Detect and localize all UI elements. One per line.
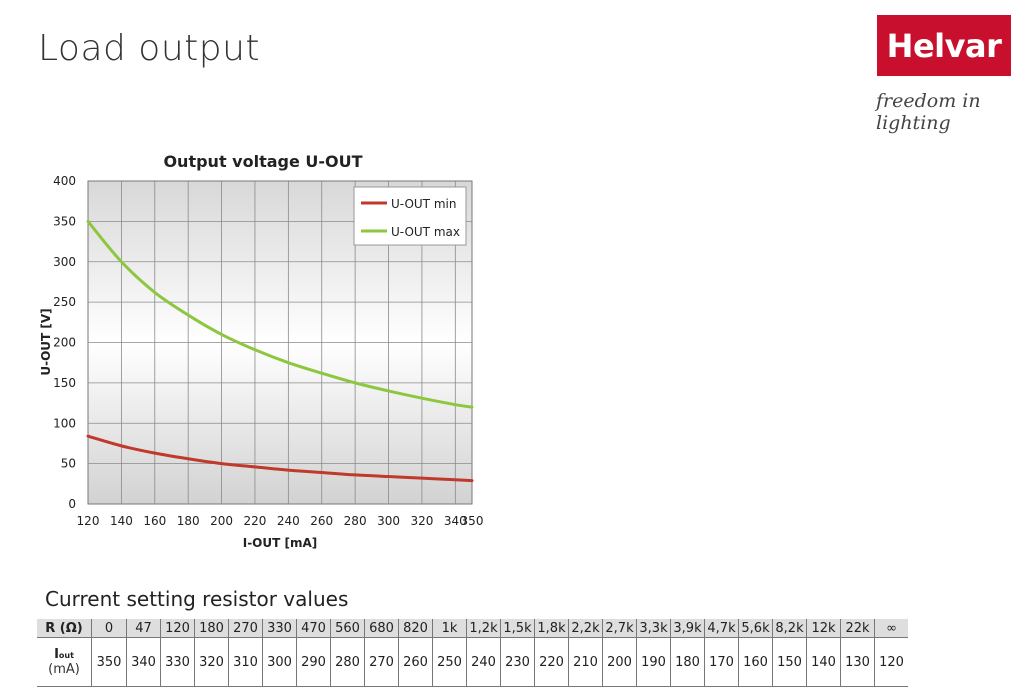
resistor-value-cell: 12k (806, 619, 841, 638)
x-tick-label: 120 (77, 514, 100, 528)
current-value-cell: 280 (330, 637, 365, 687)
resistor-value-cell: 270 (228, 619, 263, 638)
r-header-cell: R (Ω) (37, 619, 92, 638)
resistor-table: R (Ω) 0 47 120 180 270 330 470 560 680 820 1k 1,2k 1… (37, 619, 908, 687)
resistor-value-cell: 22k (840, 619, 875, 638)
y-tick-label: 150 (53, 376, 76, 390)
logo-text: Helvar (886, 26, 1002, 65)
chart-title: Output voltage U-OUT (163, 152, 362, 171)
resistor-value-cell: 2,7k (602, 619, 637, 638)
y-axis-ticks: 0 50 100 150 200 250 300 350 400 (53, 174, 76, 511)
x-tick-label: 240 (277, 514, 300, 528)
page-title: Load output (38, 28, 261, 69)
resistor-table-title: Current setting resistor values (45, 587, 349, 611)
legend-label-max: U-OUT max (391, 225, 460, 239)
resistor-value-cell: 2,2k (568, 619, 603, 638)
current-value-cell: 140 (806, 637, 841, 687)
current-value-cell: 230 (500, 637, 535, 687)
resistor-value-cell: 4,7k (704, 619, 739, 638)
current-value-cell: 180 (670, 637, 705, 687)
resistor-value-cell: 330 (262, 619, 297, 638)
resistor-value-cell: 470 (296, 619, 331, 638)
current-row: Iout (mA) 350 340 330 320 310 300 290 280 270 260… (37, 637, 908, 687)
x-tick-label: 220 (244, 514, 267, 528)
current-value-cell: 330 (160, 637, 195, 687)
y-tick-label: 50 (61, 457, 76, 471)
tagline: freedom in lighting (876, 90, 981, 134)
current-value-cell: 200 (602, 637, 637, 687)
resistor-value-cell: 560 (330, 619, 365, 638)
y-tick-label: 250 (53, 295, 76, 309)
y-tick-label: 0 (68, 497, 76, 511)
current-value-cell: 310 (228, 637, 263, 687)
current-value-cell: 160 (738, 637, 773, 687)
y-tick-label: 350 (53, 214, 76, 228)
resistor-value-cell: 120 (160, 619, 195, 638)
y-tick-label: 200 (53, 336, 76, 350)
resistor-value-cell: 820 (398, 619, 433, 638)
current-value-cell: 300 (262, 637, 297, 687)
series-lines (86, 219, 474, 483)
helvar-logo: Helvar (877, 15, 1011, 76)
resistor-value-cell: 1k (432, 619, 467, 638)
resistor-value-cell: 1,5k (500, 619, 535, 638)
resistor-value-cell: 3,3k (636, 619, 671, 638)
current-value-cell: 210 (568, 637, 603, 687)
series-line-u-out-min (86, 434, 474, 483)
current-value-cell: 270 (364, 637, 399, 687)
resistor-value-cell: 180 (194, 619, 229, 638)
resistor-value-cell: 1,2k (466, 619, 501, 638)
resistor-row: R (Ω) 0 47 120 180 270 330 470 560 680 820 1k 1,2k 1… (37, 619, 908, 638)
resistor-value-cell: 8,2k (772, 619, 807, 638)
legend: U-OUT min U-OUT max (353, 186, 467, 246)
resistor-value-cell: 5,6k (738, 619, 773, 638)
y-axis-label: U-OUT [V] (39, 308, 53, 375)
legend-box (353, 186, 467, 246)
resistor-value-cell: 0 (91, 619, 127, 638)
current-value-cell: 340 (126, 637, 161, 687)
x-tick-label: 280 (344, 514, 367, 528)
x-tick-label: 260 (310, 514, 333, 528)
iout-label: I (54, 647, 59, 662)
current-value-cell: 250 (432, 637, 467, 687)
current-value-cell: 130 (840, 637, 875, 687)
resistor-value-cell: 47 (126, 619, 161, 638)
current-value-cell: 220 (534, 637, 569, 687)
x-tick-label: 160 (143, 514, 166, 528)
current-value-cell: 150 (772, 637, 807, 687)
x-tick-label: 340 (444, 514, 467, 528)
x-tick-label: 300 (377, 514, 400, 528)
legend-label-min: U-OUT min (391, 197, 456, 211)
current-value-cell: 240 (466, 637, 501, 687)
x-tick-label: 200 (210, 514, 233, 528)
current-value-cell: 170 (704, 637, 739, 687)
resistor-value-cell: 1,8k (534, 619, 569, 638)
x-tick-label: 350 (461, 514, 484, 528)
current-value-cell: 190 (636, 637, 671, 687)
resistor-value-cell: 680 (364, 619, 399, 638)
series-line-u-out-max (86, 219, 474, 409)
resistor-value-cell: 3,9k (670, 619, 705, 638)
x-axis-label: I-OUT [mA] (243, 536, 318, 550)
x-tick-label: 320 (410, 514, 433, 528)
y-tick-label: 400 (53, 174, 76, 188)
x-tick-label: 140 (110, 514, 133, 528)
y-tick-label: 100 (53, 416, 76, 430)
resistor-value-cell: ∞ (874, 619, 908, 638)
iout-subscript: out (58, 651, 74, 660)
current-value-cell: 320 (194, 637, 229, 687)
current-value-cell: 350 (91, 637, 127, 687)
iout-unit: (mA) (48, 662, 80, 677)
iout-header-cell: Iout (mA) (37, 637, 92, 687)
x-tick-label: 180 (177, 514, 200, 528)
current-value-cell: 290 (296, 637, 331, 687)
y-tick-label: 300 (53, 255, 76, 269)
current-value-cell: 260 (398, 637, 433, 687)
current-value-cell: 120 (874, 637, 908, 687)
